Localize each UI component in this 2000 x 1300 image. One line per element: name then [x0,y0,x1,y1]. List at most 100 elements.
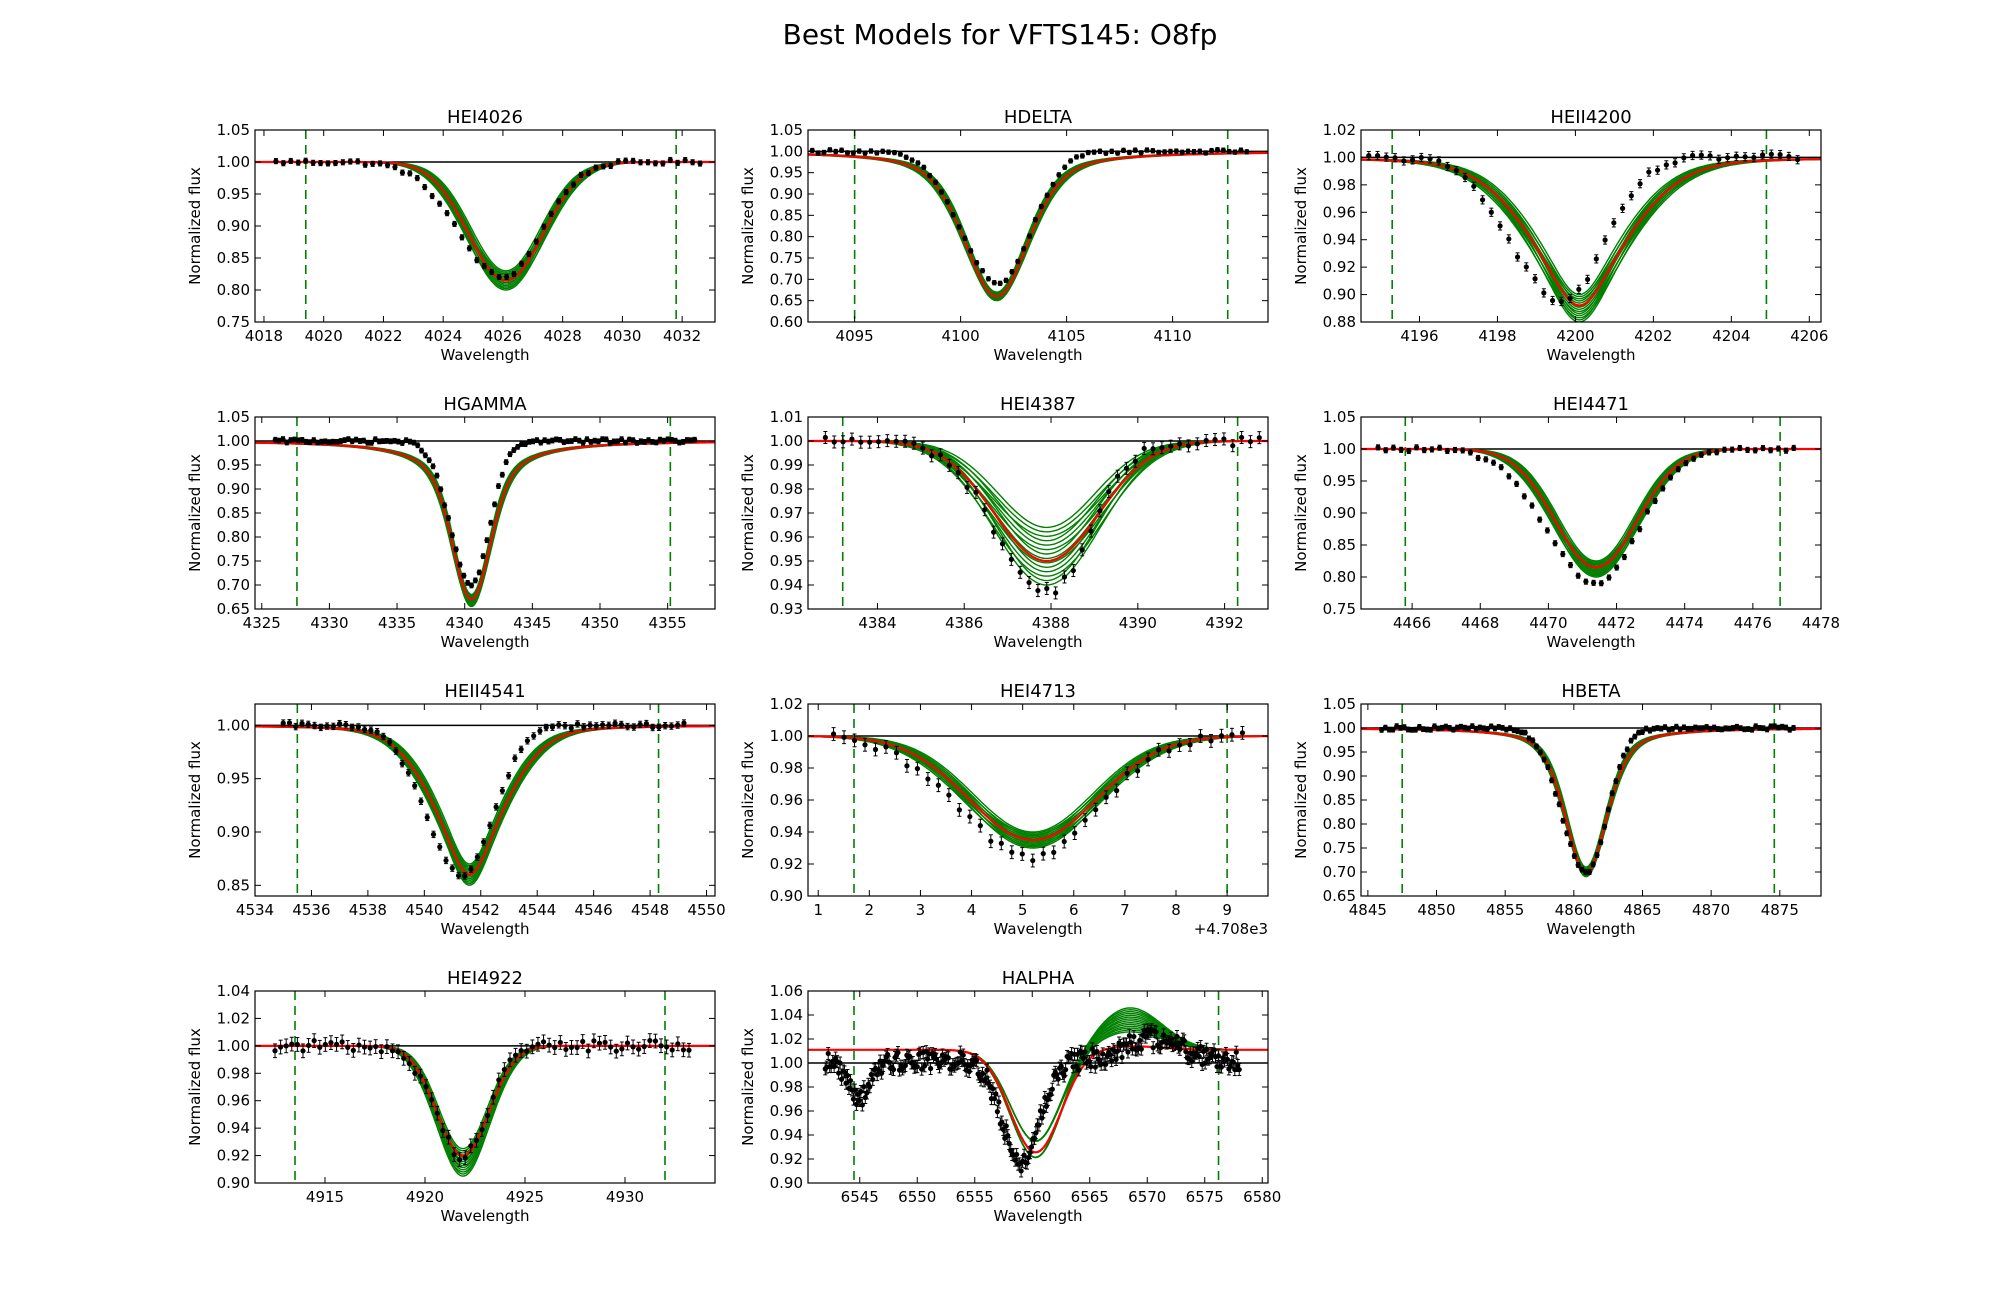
data-point [1035,587,1041,594]
data-point [656,724,662,730]
data-point [938,189,945,195]
model-grid-line [808,440,1268,546]
data-point [305,1042,312,1049]
subplot-hei4026: 4018 4020 4022 4024 4026 4028 4030 4032 0.75 0.80… [186,107,716,364]
data-point [357,438,363,444]
data-point [1506,473,1512,479]
data-point [1506,236,1512,242]
y-tick-label: 0.80 [770,228,803,246]
data-point [1722,725,1729,731]
x-tick-label: 4542 [462,901,500,919]
data-point [1558,298,1564,305]
data-point [690,159,696,165]
data-point [294,1041,300,1048]
data-point [974,1057,980,1064]
data-point [623,158,629,164]
data-point [1637,181,1643,187]
data-point [311,437,317,443]
y-tick-label: 0.95 [770,552,803,570]
data-point [548,211,554,217]
x-tick-label: 4845 [1349,901,1387,919]
data-point [1523,264,1529,270]
data-point [1401,724,1407,730]
data-point [1179,149,1185,155]
data-point [1409,727,1415,733]
y-axis-label: Normalized flux [186,1028,204,1146]
x-tick-label: 4105 [1048,327,1086,345]
data-point [822,434,828,441]
data-point [311,1038,317,1044]
model-grid-line [1361,158,1821,300]
data-point [441,502,448,508]
data-point [1614,564,1620,571]
data-point [512,1052,519,1058]
model-grid-line [1361,728,1821,877]
data-point [692,437,698,443]
subplot-hdelta: 4095 4100 4105 4110 0.60 0.65 0.70 0.75 0.80 0.85… [739,107,1269,364]
data-point [1786,153,1792,160]
plot-area [255,417,715,609]
y-tick-label: 0.90 [217,480,250,498]
model-grid-line [808,440,1268,586]
data-point [956,224,962,230]
model-grid-line [808,735,1268,848]
data-point [861,1084,867,1090]
data-point [1221,436,1227,442]
data-point [526,439,532,445]
x-tick-label: 4204 [1712,327,1750,345]
data-point [493,804,499,810]
data-point [399,170,406,176]
model-grid-line [1361,448,1821,577]
data-point [1115,150,1121,156]
data-point [507,1057,513,1063]
plot-area [808,704,1268,896]
data-point [1015,258,1021,265]
x-tick-label: 4198 [1478,327,1516,345]
data-point [453,546,459,552]
data-point [1236,1066,1242,1073]
subplot-title: HEI4922 [447,968,523,989]
data-point [1549,297,1556,304]
data-point [831,439,837,445]
data-point [1652,498,1658,504]
x-tick-label: 4095 [836,327,874,345]
data-point [318,724,324,731]
data-point [1131,1033,1137,1040]
data-point [1044,192,1050,198]
data-point [490,1094,496,1100]
data-point [1675,466,1681,472]
data-point [1406,448,1412,454]
data-point [489,269,495,275]
model-grid-line [1361,728,1821,871]
x-tick-label: 4536 [292,901,330,919]
data-point [557,437,563,443]
data-point [424,814,430,820]
model-grid-line [255,1045,715,1171]
data-point [468,866,474,872]
data-point [1444,163,1451,170]
x-axis-label: Wavelength [1547,346,1636,364]
data-point [1522,730,1528,736]
x-tick-label: 6555 [956,1188,994,1206]
model-grid-line [255,1045,715,1162]
data-point [1085,149,1091,156]
data-point [1601,824,1608,830]
data-point [474,854,480,860]
data-point [836,1070,842,1076]
data-point [1436,158,1442,164]
data-point [697,160,703,167]
model-grid-line [255,1045,715,1175]
data-point [1716,156,1722,162]
data-point [914,1064,920,1070]
data-point [1488,209,1494,215]
data-point [1239,730,1246,736]
data-point [1097,148,1103,154]
data-point [563,189,569,195]
x-tick-label: 4544 [518,901,556,919]
x-tick-label: 3 [916,901,926,919]
subplot-title: HEI4713 [1000,681,1076,702]
x-tick-label: 4390 [1119,614,1157,632]
model-grid-line [255,1045,715,1169]
best-model-line [808,735,1268,842]
data-point [862,742,868,748]
